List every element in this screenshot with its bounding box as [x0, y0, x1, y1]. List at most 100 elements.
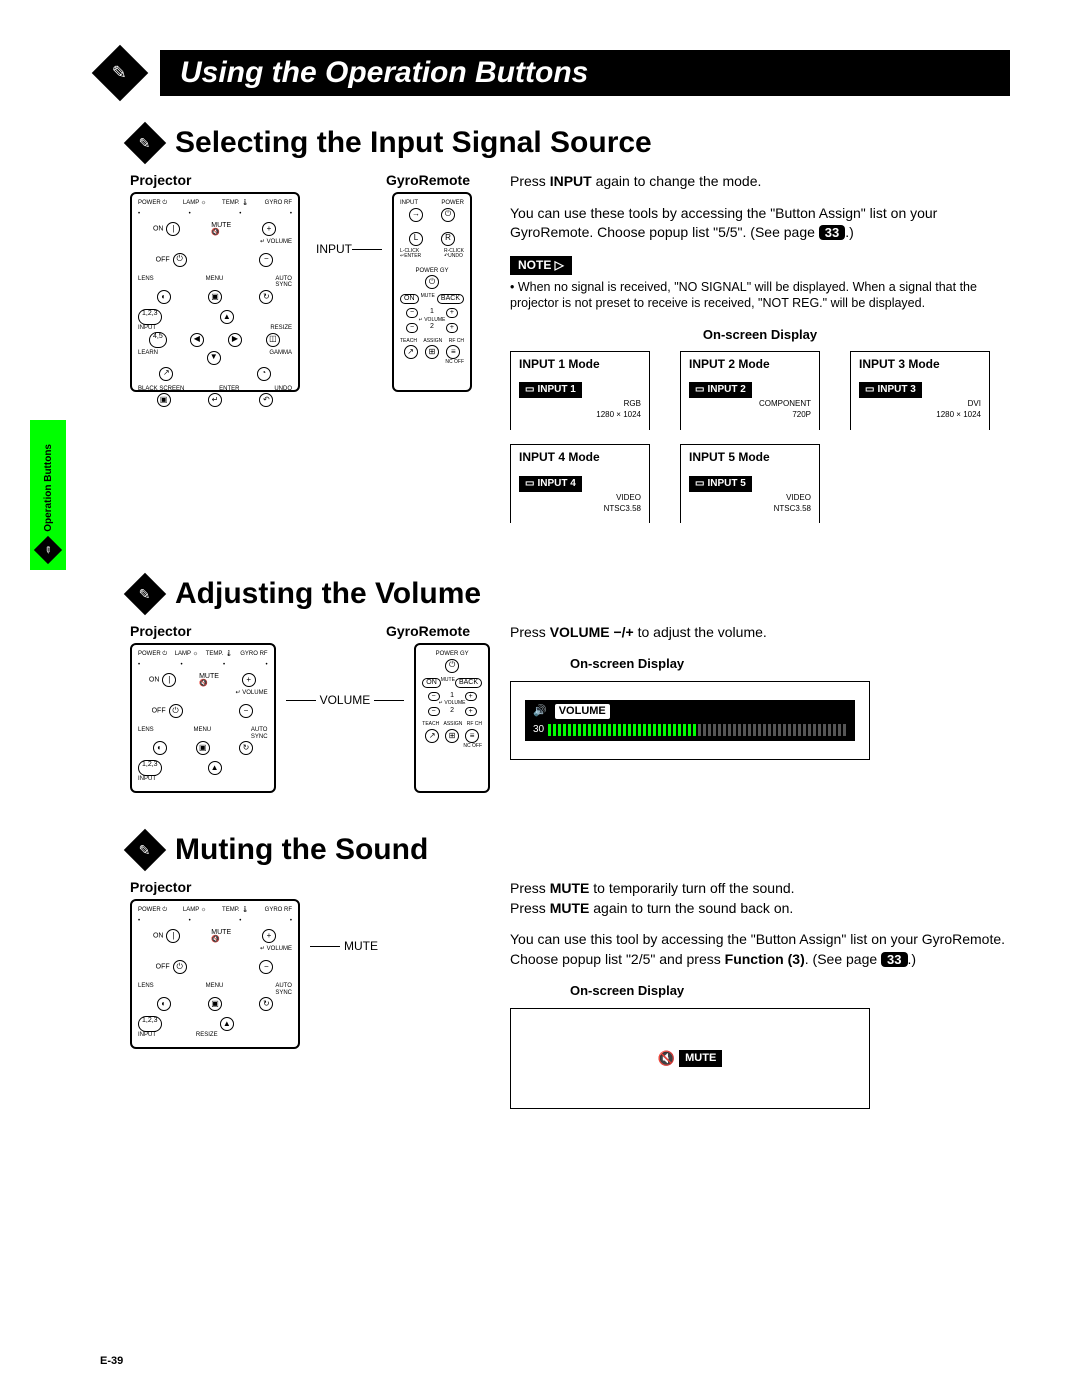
mute-word: MUTE	[550, 900, 590, 916]
osd-badge: ▭ INPUT 2	[689, 382, 752, 398]
speaker-icon: 🔊	[533, 704, 547, 719]
mute-speaker-icon: 🔇	[658, 1049, 675, 1069]
osd-title: On-screen Display	[510, 326, 1010, 344]
osd-title: On-screen Display	[570, 982, 1010, 1000]
indicator-power: POWER ⏻	[138, 200, 167, 207]
projector-label: Projector	[130, 172, 191, 188]
text: Press	[510, 624, 550, 640]
volume-instr: Press VOLUME −/+ to adjust the volume.	[510, 623, 1010, 643]
osd-sub: DVI	[859, 400, 981, 409]
osd-badge: ▭ INPUT 5	[689, 476, 752, 492]
mode-label: INPUT 2 Mode	[689, 356, 811, 373]
section-title-input: Selecting the Input Signal Source	[175, 126, 652, 160]
section-body-input: Projector GyroRemote POWER ⏻ LAMP ☼ TEMP…	[130, 172, 1010, 537]
volume-label: VOLUME	[555, 704, 610, 719]
input-instr-1: Press INPUT again to change the mode.	[510, 172, 1010, 192]
connector-line	[374, 700, 404, 701]
osd-sub: VIDEO	[689, 494, 811, 503]
connector-input-label: INPUT	[316, 242, 352, 256]
connector-line	[310, 946, 340, 947]
osd-sub: 720P	[689, 411, 811, 420]
input-word: INPUT	[550, 173, 592, 189]
page-number: E-39	[100, 1355, 123, 1367]
osd-mute-box: 🔇 MUTE	[510, 1008, 870, 1110]
badge-text: INPUT 4	[537, 477, 575, 491]
text: to adjust the volume.	[634, 624, 767, 640]
osd-sub: 1280 × 1024	[859, 411, 981, 420]
note-text: • When no signal is received, "NO SIGNAL…	[510, 279, 1010, 313]
pencil-diamond-icon	[124, 122, 166, 164]
remote-diagram: POWER GY ⏻ ONMUTEBACK −1+ ↵ VOLUME −2+ T…	[414, 643, 490, 793]
osd-badge: ▭ INPUT 3	[859, 382, 922, 398]
text: . (See page	[805, 951, 881, 967]
projector-diagram: POWER ⏻LAMP ☼TEMP. 🌡GYRO RF •••• ON | MU…	[130, 643, 276, 793]
osd-input2: INPUT 2 Mode ▭ INPUT 2 COMPONENT 720P	[680, 351, 820, 430]
pencil-diamond-icon	[124, 573, 166, 615]
indicator-temp: TEMP. 🌡	[222, 200, 249, 207]
osd-sub: 1280 × 1024	[519, 411, 641, 420]
text: Press	[510, 173, 550, 189]
side-tab-icon: ✎	[34, 536, 62, 564]
mute-chip: MUTE	[679, 1050, 722, 1067]
osd-sub: RGB	[519, 400, 641, 409]
osd-badge: ▭ INPUT 1	[519, 382, 582, 398]
osd-sub: NTSC3.58	[689, 505, 811, 514]
gyroremote-label: GyroRemote	[386, 172, 470, 188]
input-instr-2: You can use these tools by accessing the…	[510, 204, 1010, 243]
osd-badge: ▭ INPUT 4	[519, 476, 582, 492]
osd-input4: INPUT 4 Mode ▭ INPUT 4 VIDEO NTSC3.58	[510, 444, 650, 523]
page-reference: 33	[881, 952, 907, 967]
text: .)	[845, 224, 854, 240]
indicator-gyro: GYRO RF	[265, 200, 292, 207]
mode-label: INPUT 1 Mode	[519, 356, 641, 373]
volume-word: VOLUME −/+	[550, 624, 634, 640]
osd-sub: VIDEO	[519, 494, 641, 503]
badge-text: INPUT 3	[877, 383, 915, 397]
mute-badge: 🔇 MUTE	[658, 1049, 723, 1069]
badge-text: INPUT 1	[537, 383, 575, 397]
connector-mute-label: MUTE	[344, 939, 378, 953]
section-title-mute: Muting the Sound	[175, 833, 428, 867]
pencil-diamond-icon	[92, 45, 149, 102]
connector-line	[286, 700, 316, 701]
section-row-volume: Adjusting the Volume	[130, 577, 1010, 611]
side-tab: Operation Buttons ✎	[30, 420, 66, 570]
osd-sub: COMPONENT	[689, 400, 811, 409]
note-block: NOTE ▷ • When no signal is received, "NO…	[510, 255, 1010, 313]
note-chip: NOTE ▷	[510, 256, 572, 275]
remote-diagram: INPUTPOWER →⏻ LR L-CLICK↵ENTERR-CLICK↶UN…	[392, 192, 472, 392]
mode-label: INPUT 4 Mode	[519, 449, 641, 466]
osd-grid-row2: INPUT 4 Mode ▭ INPUT 4 VIDEO NTSC3.58 IN…	[510, 444, 1010, 523]
section-row-mute: Muting the Sound	[130, 833, 1010, 867]
osd-grid-row1: INPUT 1 Mode ▭ INPUT 1 RGB 1280 × 1024 I…	[510, 351, 1010, 430]
main-title: Using the Operation Buttons	[160, 50, 1010, 96]
projector-diagram: POWER ⏻ LAMP ☼ TEMP. 🌡 GYRO RF •••• ON |…	[130, 192, 300, 392]
mode-label: INPUT 3 Mode	[859, 356, 981, 373]
section-body-mute: Projector POWER ⏻LAMP ☼TEMP. 🌡GYRO RF ••…	[130, 879, 1010, 1109]
projector-diagram: POWER ⏻LAMP ☼TEMP. 🌡GYRO RF •••• ON | MU…	[130, 899, 300, 1049]
text: to temporarily turn off the sound.	[589, 880, 794, 896]
main-title-row: Using the Operation Buttons	[100, 50, 1010, 96]
section-title-volume: Adjusting the Volume	[175, 577, 481, 611]
side-tab-label: Operation Buttons	[43, 444, 54, 532]
function-word: Function (3)	[725, 951, 805, 967]
osd-sub: NTSC3.58	[519, 505, 641, 514]
volume-meter	[548, 724, 847, 736]
mode-label: INPUT 5 Mode	[689, 449, 811, 466]
osd-volume-box: 🔊 VOLUME 30	[510, 681, 870, 760]
gyroremote-label: GyroRemote	[386, 623, 470, 639]
mute-instr-1: Press MUTE to temporarily turn off the s…	[510, 879, 1010, 899]
text: .)	[908, 951, 917, 967]
text: Press	[510, 900, 550, 916]
volume-bar: 🔊 VOLUME	[525, 700, 855, 723]
note-label: NOTE	[518, 258, 551, 272]
section-row-input: Selecting the Input Signal Source	[130, 126, 1010, 160]
indicator-lamp: LAMP ☼	[183, 200, 206, 207]
volume-value: 30	[533, 723, 544, 737]
projector-label: Projector	[130, 623, 191, 639]
mute-instr-3: You can use this tool by accessing the "…	[510, 930, 1010, 969]
page-reference: 33	[819, 225, 845, 240]
text: When no signal is received, "NO SIGNAL" …	[510, 280, 977, 311]
connector-line	[352, 249, 382, 250]
text: Press	[510, 880, 550, 896]
